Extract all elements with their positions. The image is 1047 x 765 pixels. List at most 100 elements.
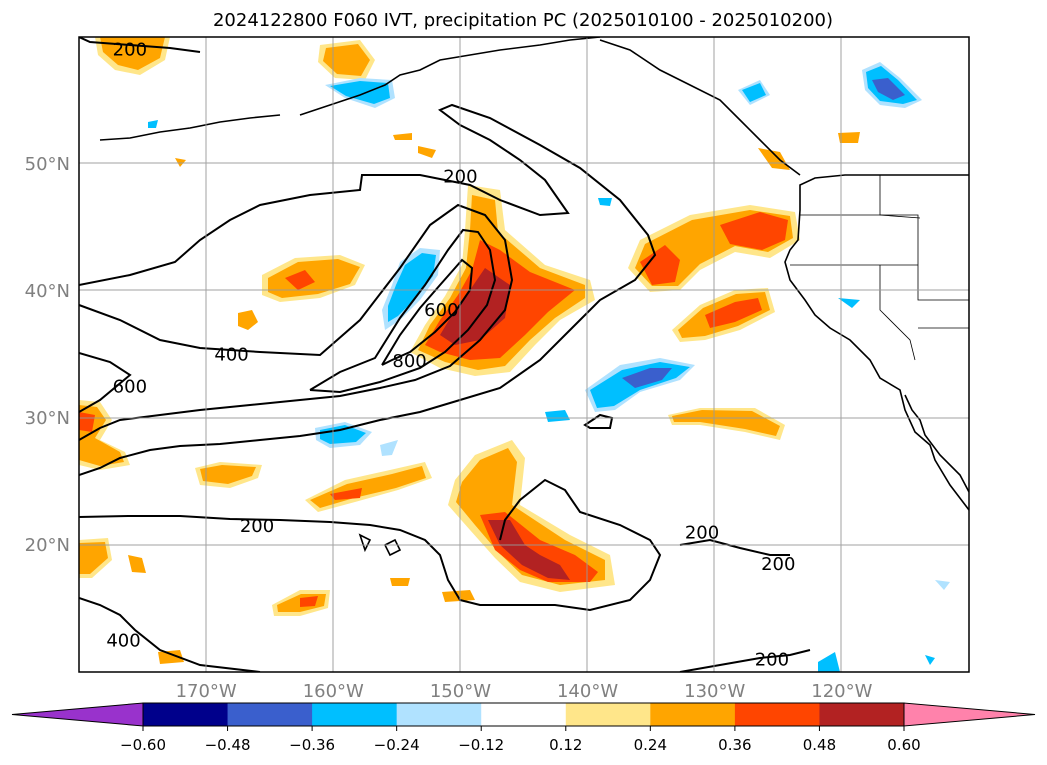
precip-region-west-orange	[268, 259, 360, 298]
colorbar-segment	[481, 703, 567, 726]
west-coast	[784, 174, 969, 511]
colorbar-tick-label: −0.24	[374, 736, 420, 754]
contour-label: 200	[761, 554, 795, 575]
contour-label: 200	[240, 516, 274, 537]
precip-region-30n-orange	[672, 410, 780, 436]
colorbar-tick-label: −0.60	[120, 736, 166, 754]
contour-label: 400	[214, 345, 248, 366]
colorbar-tick-label: 0.36	[718, 736, 751, 754]
x-tick-label: 130°W	[684, 681, 745, 702]
x-tick-label: 170°W	[176, 681, 237, 702]
x-tick-labels: 170°W 160°W 150°W 140°W 130°W 120°W	[176, 681, 873, 702]
precip-neg-top-cyan	[330, 81, 390, 104]
ivt-contour-600	[79, 228, 497, 413]
y-tick-label: 30°N	[25, 408, 70, 429]
alaska-coast	[299, 37, 601, 116]
colorbar-outline	[142, 702, 905, 727]
precip-blob-d	[838, 132, 860, 143]
precip-neg-ne-blue	[872, 78, 905, 100]
colorbar-segment	[734, 703, 820, 726]
border-id	[879, 175, 969, 301]
contour-label: 600	[424, 300, 458, 321]
precip-region-south-dark	[488, 520, 570, 580]
precip-region-oregon-red2	[640, 245, 680, 285]
precip-neg-small-a	[598, 198, 612, 206]
precip-neg-bc-cyan	[742, 83, 766, 102]
precip-blob-b	[393, 133, 412, 140]
ivt-contour-800	[381, 258, 474, 366]
precip-region-west-red	[285, 270, 315, 290]
precip-region-w30-red	[79, 412, 95, 432]
precip-neg-small-f	[380, 440, 398, 456]
precip-blob-a	[238, 310, 258, 330]
colorbar-segment	[227, 703, 313, 726]
contour-label: 200	[755, 649, 789, 670]
colorbar-segment	[819, 703, 905, 726]
ivt-contour-200-south	[79, 597, 811, 672]
contour-label: 800	[392, 351, 426, 372]
state-borders	[790, 174, 969, 361]
contour-label: 400	[106, 630, 140, 651]
map-frame	[78, 36, 970, 673]
colorbar-tick-label: −0.48	[205, 736, 251, 754]
baja-coast	[904, 394, 969, 493]
colorbar-tick-label: 0.24	[634, 736, 667, 754]
ivt-contour-200-west	[79, 37, 201, 53]
colorbar-extend-high	[903, 702, 1036, 727]
precip-region-oregon-red	[720, 212, 788, 250]
grid-lines	[79, 37, 969, 672]
contour-label: 200	[443, 167, 477, 188]
y-tick-label: 50°N	[25, 154, 70, 175]
precip-blob-h	[390, 578, 410, 586]
colorbar-segment	[312, 703, 398, 726]
colorbar-tick-label: 0.60	[887, 736, 920, 754]
x-tick-label: 120°W	[811, 681, 872, 702]
y-tick-label: 20°N	[25, 535, 70, 556]
hawaii-a	[383, 538, 402, 557]
ivt-contour-200-north	[79, 103, 657, 476]
precip-blob-f	[158, 650, 184, 664]
precip-neg-mid-blue	[622, 368, 672, 388]
y-tick-label: 40°N	[25, 281, 70, 302]
precip-region-sw3-orange	[79, 542, 108, 574]
ivt-contour-200-east	[679, 538, 790, 556]
precip-neg-small-c	[818, 652, 840, 672]
coastlines	[99, 37, 969, 557]
precip-neg-30n-cyan	[320, 425, 366, 444]
contour-label: 200	[113, 40, 147, 61]
precip-neg-small-e	[935, 580, 950, 590]
ivt-contour-400	[79, 203, 514, 441]
y-tick-labels: 20°N 30°N 40°N 50°N	[25, 154, 70, 556]
colorbar-segment	[396, 703, 482, 726]
precip-region-calif-red	[705, 298, 762, 328]
colorbar: −0.60 −0.48 −0.36 −0.24 −0.12 0.12 0.24 0.36 0.4…	[11, 702, 1036, 754]
x-tick-label: 150°W	[430, 681, 491, 702]
colorbar-segment	[565, 703, 651, 726]
colorbar-tick-label: −0.36	[289, 736, 335, 754]
bc-coast	[599, 39, 801, 176]
colorbar-segment	[650, 703, 736, 726]
border-ca-nv	[879, 265, 916, 361]
precip-region-topleft-orange	[100, 37, 165, 70]
precip-region-topmid-orange	[323, 44, 370, 76]
precip-blob-c	[418, 146, 436, 158]
precip-blob-j	[758, 148, 790, 170]
precip-region-sw2-red	[300, 596, 318, 607]
precip-region-w25-orange	[200, 465, 256, 484]
contour-label: 200	[685, 522, 719, 543]
precip-neg-small-b	[838, 298, 860, 308]
contour-label: 600	[113, 376, 147, 397]
precip-blob-g	[128, 555, 146, 573]
precip-region-sw-red	[330, 488, 362, 500]
precip-neg-small-g	[148, 120, 158, 128]
ivt-contour-200-mid	[79, 478, 662, 612]
colorbar-tick-label: 0.12	[549, 736, 582, 754]
aleutians	[99, 114, 281, 141]
colorbar-tick-label: 0.48	[803, 736, 836, 754]
ivt-contour-200-small	[583, 413, 614, 429]
x-tick-label: 160°W	[303, 681, 364, 702]
precip-neg-ar-cyan	[388, 253, 436, 322]
colorbar-segment	[143, 703, 229, 726]
map-content: 200 200 400 600 600 800 200 200 200 400 200	[79, 37, 969, 672]
